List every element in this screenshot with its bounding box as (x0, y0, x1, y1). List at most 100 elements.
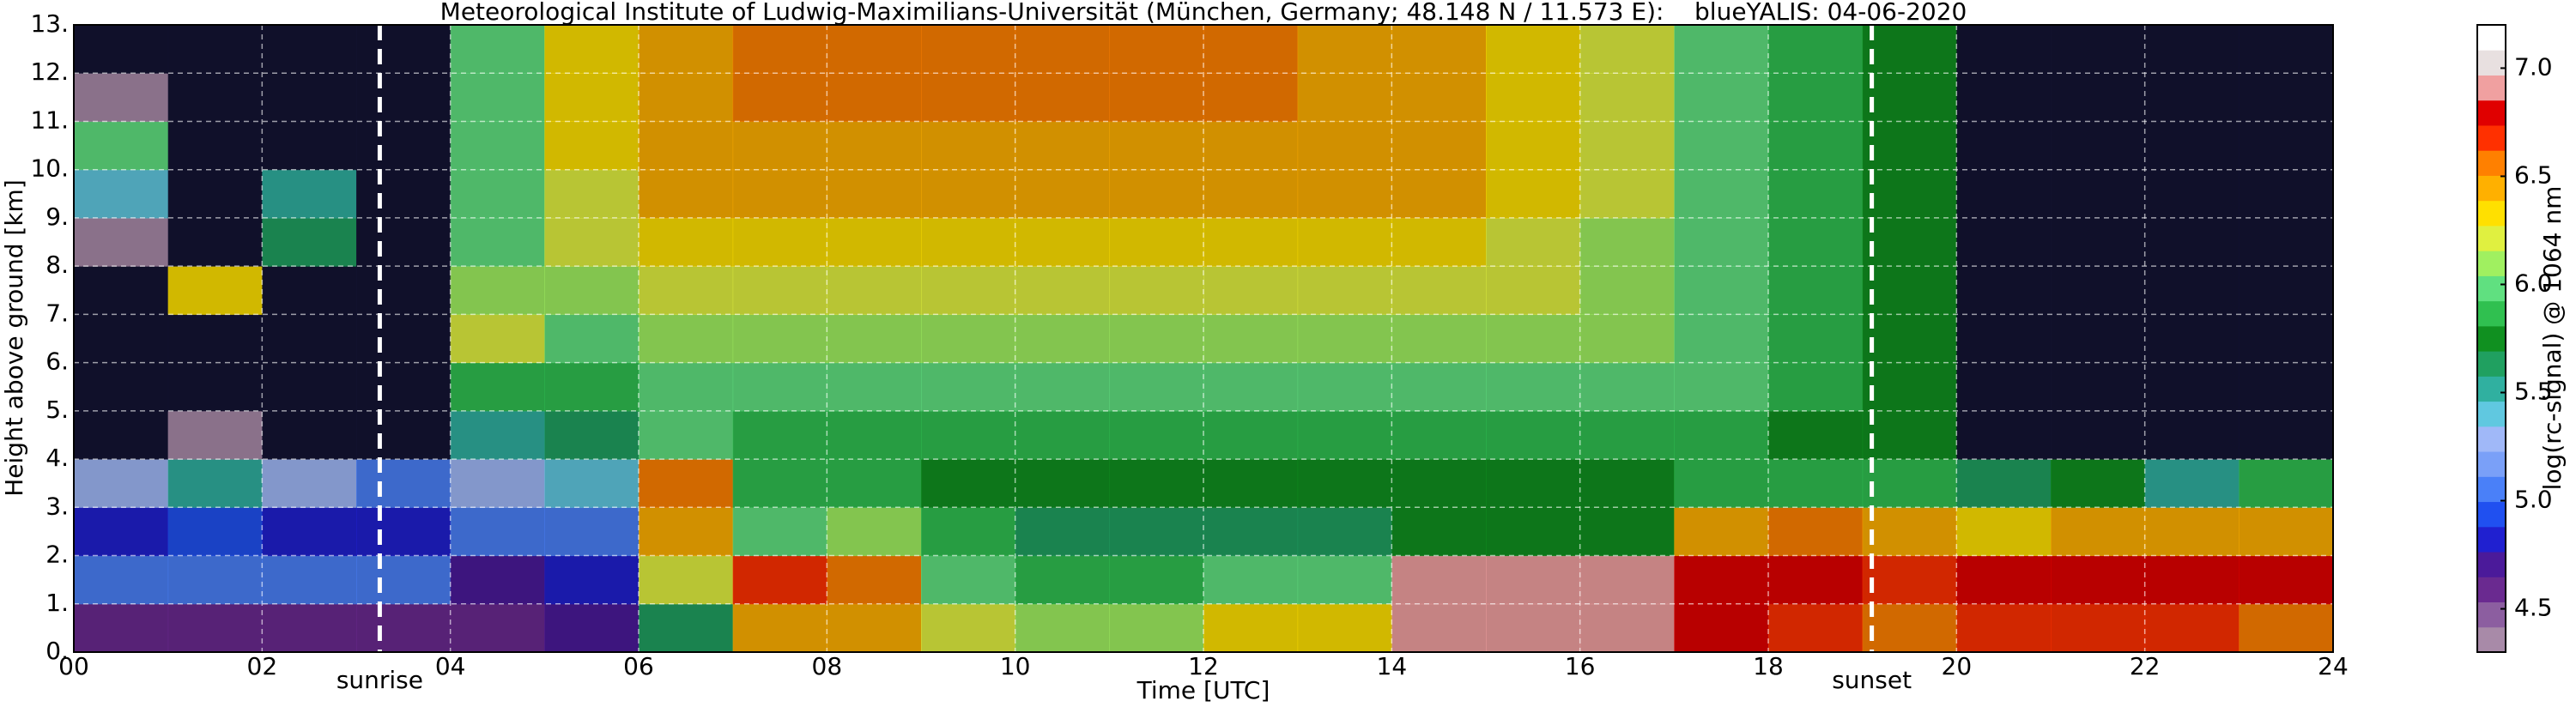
chart-title: Meteorological Institute of Ludwig-Maxim… (440, 0, 1967, 26)
heatmap-cell (1486, 169, 1581, 219)
heatmap-cell (1486, 73, 1581, 122)
heatmap-cell (1768, 362, 1864, 412)
heatmap-cell (2051, 555, 2146, 605)
colorbar-segment (2477, 25, 2506, 51)
heatmap-cell (1015, 73, 1110, 122)
y-tick-label: 3. (45, 492, 69, 520)
heatmap-cell (450, 314, 545, 364)
colorbar-segment (2477, 100, 2506, 126)
heatmap-cell (2239, 169, 2334, 219)
heatmap-cell (262, 169, 357, 219)
y-tick-label: 8. (45, 251, 69, 279)
heatmap-cell (827, 169, 922, 219)
heatmap-cell (827, 121, 922, 171)
heatmap-cell (921, 25, 1016, 74)
colorbar-segment (2477, 601, 2506, 628)
heatmap-cell (262, 266, 357, 315)
heatmap-cell (544, 73, 639, 122)
heatmap-cell (2239, 507, 2334, 557)
heatmap-cell (1203, 507, 1299, 557)
heatmap-cell (921, 362, 1016, 412)
heatmap-cell (1862, 507, 1957, 557)
heatmap-cell (1015, 603, 1110, 653)
heatmap-cell (1203, 266, 1299, 315)
heatmap-cell (356, 73, 452, 122)
annotation-label: sunrise (336, 666, 423, 694)
colorbar-tick-label: 7.0 (2514, 52, 2553, 81)
heatmap-cell (732, 73, 827, 122)
heatmap-cell (1109, 603, 1204, 653)
heatmap-cell (732, 266, 827, 315)
heatmap-cell (450, 555, 545, 605)
heatmap-cell (639, 25, 734, 74)
heatmap-cell (639, 217, 734, 267)
heatmap-cell (2144, 217, 2240, 267)
heatmap-cell (262, 121, 357, 171)
x-tick-label: 00 (58, 652, 89, 680)
heatmap-cell (74, 507, 169, 557)
heatmap-cell (1674, 217, 1769, 267)
heatmap-cell (1956, 217, 2052, 267)
heatmap-cell (1862, 555, 1957, 605)
heatmap-cell (262, 362, 357, 412)
colorbar-segment (2477, 351, 2506, 377)
heatmap-cell (1109, 314, 1204, 364)
heatmap-cell (1768, 266, 1864, 315)
heatmap-cell (2051, 266, 2146, 315)
heatmap-cell (1486, 459, 1581, 508)
heatmap-cell (1109, 507, 1204, 557)
heatmap-cell (1674, 410, 1769, 460)
colorbar-segment (2477, 175, 2506, 202)
heatmap-cell (2144, 362, 2240, 412)
heatmap-cell (1391, 266, 1487, 315)
heatmap-cell (921, 459, 1016, 508)
colorbar-tick-label: 6.5 (2514, 160, 2553, 189)
heatmap-cell (1768, 459, 1864, 508)
x-tick-label: 12 (1188, 652, 1219, 680)
colorbar-segment (2477, 251, 2506, 276)
heatmap-cell (1486, 410, 1581, 460)
heatmap-cell (262, 410, 357, 460)
heatmap-cell (1391, 169, 1487, 219)
x-tick-label: 14 (1377, 652, 1408, 680)
heatmap-cell (262, 555, 357, 605)
heatmap-cell (1862, 603, 1957, 653)
annotation-label: sunset (1832, 666, 1912, 694)
heatmap-cell (1862, 73, 1957, 122)
plot-frame (73, 24, 2334, 653)
heatmap-cell (921, 121, 1016, 171)
heatmap-cell (2051, 217, 2146, 267)
heatmap-cell (167, 25, 263, 74)
colorbar-label: log(rc-signal) @ 1064 nm (2538, 186, 2567, 491)
heatmap-cell (1109, 73, 1204, 122)
heatmap-cell (2144, 266, 2240, 315)
heatmap-cell (356, 266, 452, 315)
heatmap-cell (262, 73, 357, 122)
heatmap-cell (1862, 410, 1957, 460)
colorbar-segment (2477, 325, 2506, 352)
y-tick-label: 9. (45, 202, 69, 231)
heatmap-cell (1579, 314, 1675, 364)
heatmap-cell (1768, 25, 1864, 74)
heatmap-cell (921, 410, 1016, 460)
heatmap-cell (450, 410, 545, 460)
heatmap-cell (1579, 362, 1675, 412)
heatmap-cell (1109, 217, 1204, 267)
heatmap-cell (827, 25, 922, 74)
heatmap-cell (74, 314, 169, 364)
heatmap-cell (732, 410, 827, 460)
heatmap-cell (1768, 555, 1864, 605)
heatmap-cell (1579, 73, 1675, 122)
heatmap-cell (2051, 603, 2146, 653)
heatmap-cell (2144, 25, 2240, 74)
colorbar-tick-label: 5.0 (2514, 486, 2553, 514)
heatmap-cell (2051, 507, 2146, 557)
x-tick-label: 16 (1565, 652, 1596, 680)
heatmap-cell (1674, 507, 1769, 557)
heatmap-cell (1109, 362, 1204, 412)
heatmap-cell (1391, 25, 1487, 74)
heatmap-cell (1015, 169, 1110, 219)
heatmap-cell (2144, 73, 2240, 122)
heatmap-cell (356, 121, 452, 171)
heatmap-cell (2051, 459, 2146, 508)
